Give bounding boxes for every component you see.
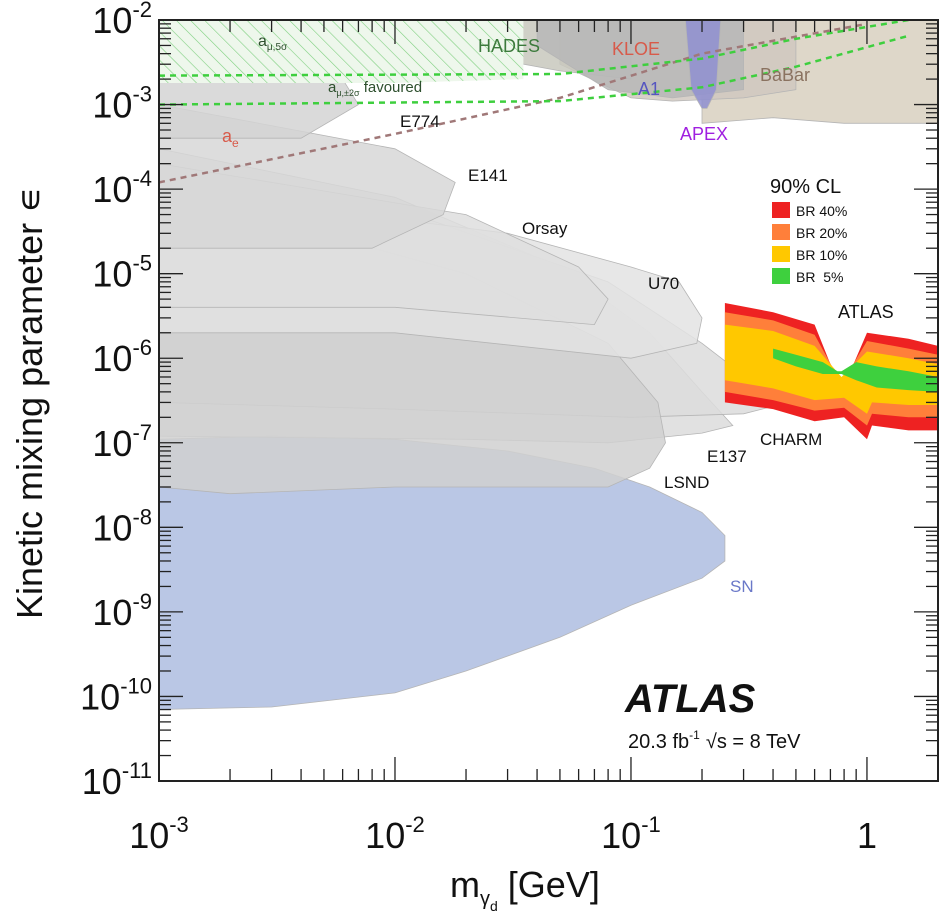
label-e141: E141 xyxy=(468,166,508,185)
x-tick-label: 10-1 xyxy=(601,812,661,856)
line-a-mu-2sigma-lower xyxy=(159,34,909,106)
y-tick-label: 10-10 xyxy=(80,673,152,717)
legend-swatch-br40 xyxy=(772,202,790,218)
tick-labels: 10-3 10-2 10-1 110-210-310-410-510-610-710-… xyxy=(80,0,877,856)
label-e137: E137 xyxy=(707,447,747,466)
y-tick-label: 10-7 xyxy=(92,420,152,464)
label-lsnd: LSND xyxy=(664,473,709,492)
label-a-mu-5sigma: aμ,5σ xyxy=(258,33,288,53)
legend-label-br20: BR 20% xyxy=(796,225,847,241)
y-tick-label: 10-9 xyxy=(92,589,152,633)
label-orsay: Orsay xyxy=(522,219,568,238)
label-babar: BaBar xyxy=(760,65,810,85)
legend-swatch-br20 xyxy=(772,224,790,240)
label-hades: HADES xyxy=(478,36,540,56)
label-a-mu-2sigma: aμ,±2σ favoured xyxy=(328,79,422,98)
region-e141 xyxy=(159,104,456,249)
exclusion-regions xyxy=(159,20,938,710)
label-apex: APEX xyxy=(680,124,728,144)
y-tick-label: 10-11 xyxy=(82,758,152,802)
x-tick-label: 10-3 xyxy=(129,812,189,856)
legend: 90% CL BR 40% BR 20% BR 10% BR 5% xyxy=(770,176,847,285)
y-tick-label: 10-4 xyxy=(92,166,152,210)
legend-swatch-br5 xyxy=(772,268,790,284)
line-a-mu-2sigma-upper xyxy=(159,20,909,77)
x-tick-label: 1 xyxy=(857,815,877,856)
y-tick-label: 10-3 xyxy=(92,82,152,126)
label-atlas-region: ATLAS xyxy=(838,302,894,322)
label-a-e: ae xyxy=(222,126,239,150)
legend-title: 90% CL xyxy=(770,176,841,198)
axis-ticks xyxy=(158,20,939,782)
line-a-e xyxy=(159,22,868,184)
label-u70: U70 xyxy=(648,274,679,293)
constraint-lines xyxy=(159,20,909,184)
y-axis-title: Kinetic mixing parameter ∊ xyxy=(9,187,50,619)
lumi-energy-label: 20.3 fb-1 √s = 8 TeV xyxy=(628,728,801,753)
y-tick-label: 10-6 xyxy=(92,335,152,379)
legend-label-br40: BR 40% xyxy=(796,203,847,219)
label-e774: E774 xyxy=(400,112,440,131)
y-tick-label: 10-2 xyxy=(92,0,152,41)
region-a-mu-5sigma-hatched xyxy=(159,20,524,83)
plot-frame xyxy=(158,19,939,782)
atlas-band-br-5 xyxy=(773,348,938,392)
legend-label-br10: BR 10% xyxy=(796,247,847,263)
y-tick-label: 10-5 xyxy=(92,251,152,295)
label-charm: CHARM xyxy=(760,430,822,449)
label-a1: A1 xyxy=(638,79,660,99)
label-sn: SN xyxy=(730,577,754,596)
y-tick-label: 10-8 xyxy=(92,504,152,548)
x-axis-title: mγd [GeV] xyxy=(450,864,600,914)
legend-swatch-br10 xyxy=(772,246,790,262)
atlas-bands xyxy=(724,303,938,440)
legend-label-br5: BR 5% xyxy=(796,269,843,285)
label-kloe: KLOE xyxy=(612,39,660,59)
x-tick-label: 10-2 xyxy=(365,812,425,856)
atlas-label: ATLAS xyxy=(624,677,756,721)
